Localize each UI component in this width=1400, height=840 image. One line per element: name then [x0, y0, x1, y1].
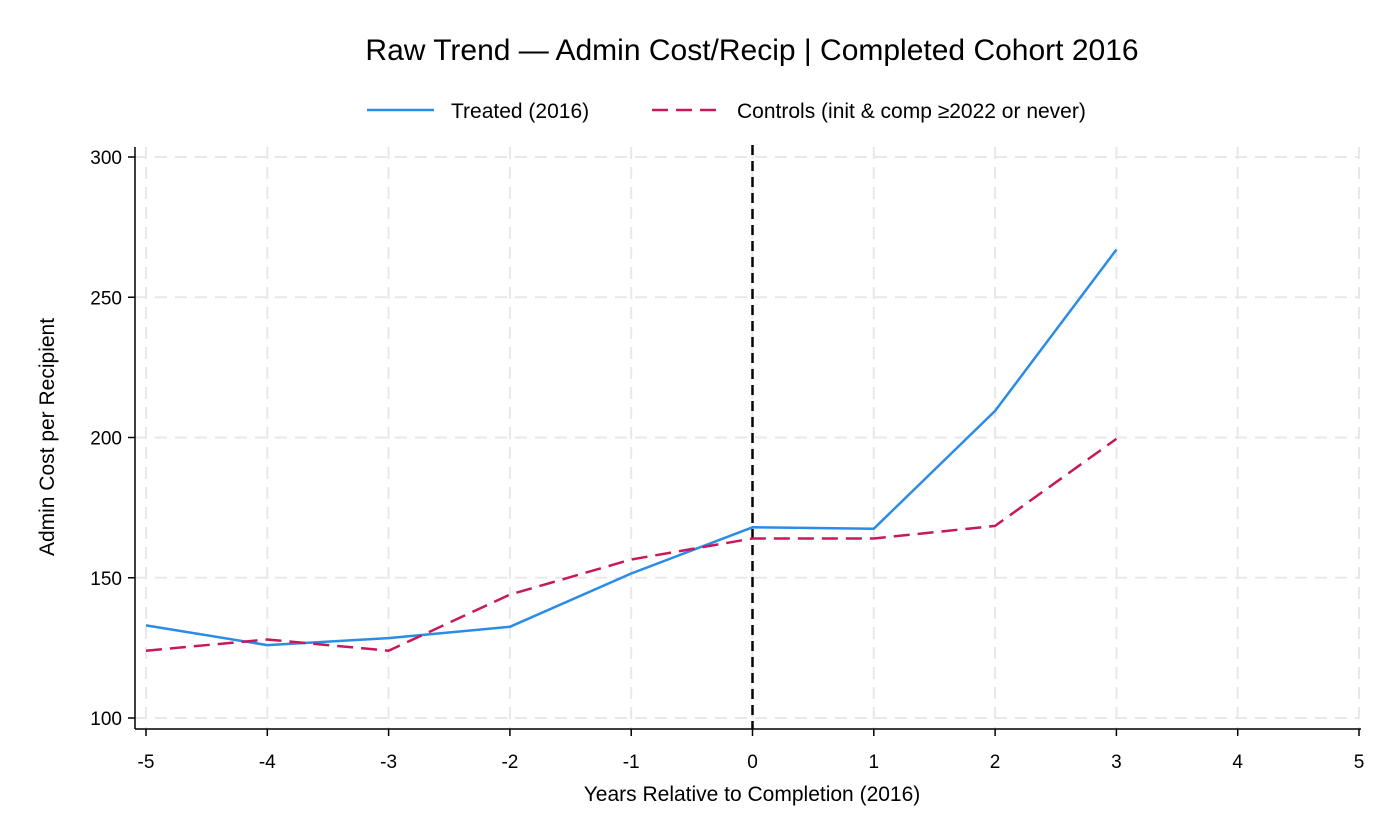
legend: Treated (2016) Controls (init & comp ≥202… [367, 100, 1086, 123]
x-tick-label: 2 [990, 752, 1001, 773]
chart-title: Raw Trend — Admin Cost/Recip | Completed… [365, 34, 1138, 67]
y-axis-label: Admin Cost per Recipient [36, 318, 59, 556]
x-tick-label: 3 [1111, 752, 1122, 773]
x-tick-label: -1 [623, 752, 640, 773]
y-tick-label: 200 [90, 429, 122, 450]
series [145, 145, 1118, 729]
x-tick-label: -2 [501, 752, 518, 773]
y-tick-label: 150 [90, 569, 122, 590]
x-tick-label: 4 [1232, 752, 1243, 773]
y-tick-label: 100 [90, 709, 122, 730]
x-axis-label: Years Relative to Completion (2016) [584, 783, 921, 806]
series-line-treated [145, 248, 1118, 647]
y-tick-label: 300 [90, 148, 122, 169]
series-line-controls [145, 437, 1118, 652]
x-tick-label: -4 [259, 752, 276, 773]
legend-label-controls: Controls (init & comp ≥2022 or never) [737, 100, 1086, 123]
ticks: -5 -4 -3 -2 -1 0 1 2 3 4 5 100 150 200 250 300 [90, 148, 1364, 773]
x-tick-label: 1 [869, 752, 880, 773]
x-tick-label: -3 [380, 752, 397, 773]
x-tick-label: 5 [1354, 752, 1365, 773]
x-tick-label: 0 [747, 752, 758, 773]
legend-label-treated: Treated (2016) [451, 100, 589, 123]
y-tick-label: 250 [90, 288, 122, 309]
x-tick-label: -5 [138, 752, 155, 773]
